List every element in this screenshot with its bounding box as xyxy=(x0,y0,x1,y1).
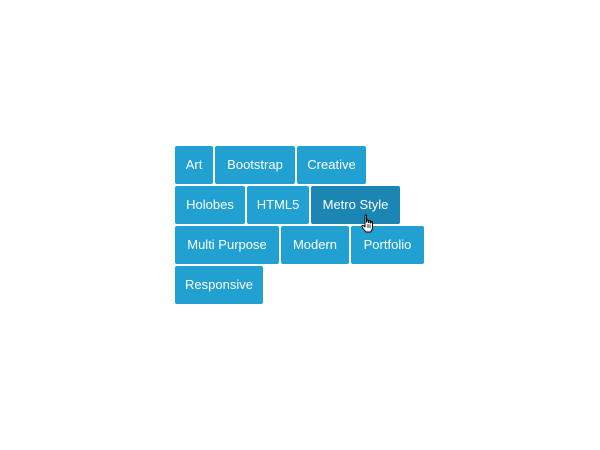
tag-holobes[interactable]: Holobes xyxy=(175,186,245,224)
tag-responsive[interactable]: Responsive xyxy=(175,266,263,304)
tag-html5[interactable]: HTML5 xyxy=(247,186,309,224)
tag-metro-style[interactable]: Metro Style xyxy=(311,186,400,224)
tag-bootstrap[interactable]: Bootstrap xyxy=(215,146,295,184)
tag-art[interactable]: Art xyxy=(175,146,213,184)
tag-portfolio[interactable]: Portfolio xyxy=(351,226,424,264)
tag-multi-purpose[interactable]: Multi Purpose xyxy=(175,226,279,264)
tag-creative[interactable]: Creative xyxy=(297,146,366,184)
tag-modern[interactable]: Modern xyxy=(281,226,349,264)
